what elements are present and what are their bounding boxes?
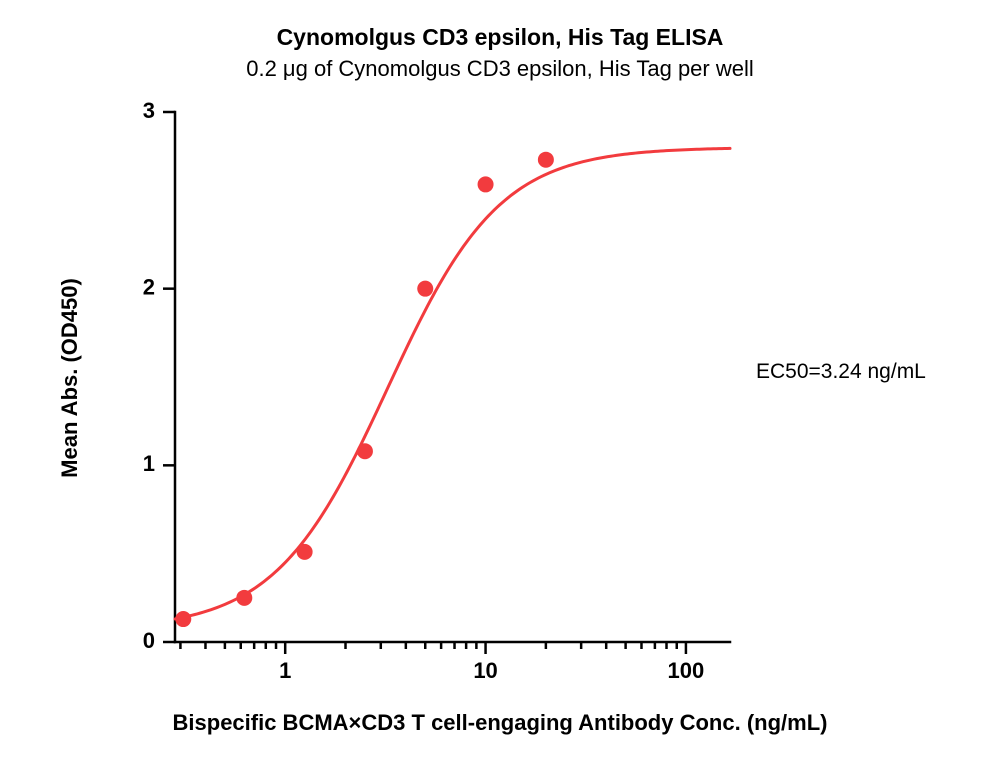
ec50-annotation: EC50=3.24 ng/mL [756, 360, 926, 384]
svg-text:1: 1 [279, 658, 291, 683]
chart-title: Cynomolgus CD3 epsilon, His Tag ELISA [0, 24, 1000, 51]
svg-text:100: 100 [668, 658, 705, 683]
svg-text:3: 3 [143, 102, 155, 123]
x-axis-label: Bispecific BCMA×CD3 T cell-engaging Anti… [0, 710, 1000, 736]
svg-text:2: 2 [143, 274, 155, 299]
svg-text:10: 10 [473, 658, 497, 683]
elisa-chart: 0 1 2 3 1 10 100 [115, 102, 740, 702]
svg-text:0: 0 [143, 628, 155, 653]
y-axis-label: Mean Abs. (OD450) [57, 178, 83, 578]
chart-subtitle: 0.2 μg of Cynomolgus CD3 epsilon, His Ta… [0, 56, 1000, 82]
svg-text:1: 1 [143, 451, 155, 476]
